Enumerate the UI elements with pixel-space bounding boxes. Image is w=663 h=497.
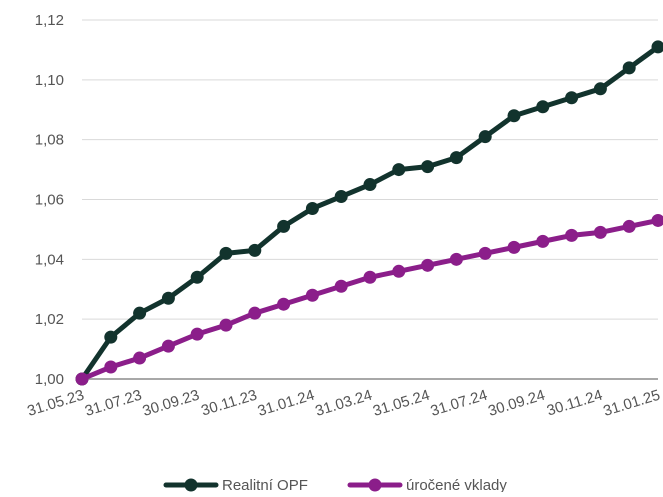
data-point [364, 178, 377, 191]
data-point [76, 373, 89, 386]
data-point [623, 61, 636, 74]
x-tick-label: 30.09.24 [486, 387, 547, 420]
data-point [364, 271, 377, 284]
x-tick-label: 31.01.24 [256, 387, 317, 420]
x-tick-label: 31.05.24 [371, 387, 432, 420]
legend-label: Realitní OPF [222, 477, 308, 492]
series [76, 40, 663, 385]
y-tick-label: 1,02 [35, 311, 64, 328]
data-point [565, 91, 578, 104]
x-tick-label: 30.11.24 [545, 387, 605, 420]
y-tick-label: 1,10 [35, 72, 64, 89]
y-tick-label: 1,04 [35, 251, 64, 268]
y-tick-label: 1,06 [35, 192, 64, 209]
data-point [450, 151, 463, 164]
data-point [104, 331, 117, 344]
data-point [421, 160, 434, 173]
x-axis: 31.05.2331.07.2330.09.2330.11.2331.01.24… [25, 379, 662, 420]
data-point [450, 253, 463, 266]
data-point [248, 244, 261, 257]
data-point [306, 289, 319, 302]
data-point [536, 100, 549, 113]
data-point [277, 298, 290, 311]
data-point [191, 271, 204, 284]
x-tick-label: 31.07.24 [429, 387, 490, 420]
data-point [248, 307, 261, 320]
data-point [594, 82, 607, 95]
data-point [421, 259, 434, 272]
data-point [306, 202, 319, 215]
data-point [508, 109, 521, 122]
legend-label: úročené vklady [406, 477, 507, 492]
legend: Realitní OPF úročené vklady [166, 477, 507, 492]
data-point [335, 190, 348, 203]
legend-swatch-marker [185, 479, 198, 492]
y-tick-label: 1,00 [35, 371, 64, 388]
data-point [220, 247, 233, 260]
y-axis-ticks: 1,00 1,02 1,04 1,06 1,08 1,10 1,12 [35, 12, 64, 388]
legend-swatch-marker [369, 479, 382, 492]
legend-item: úročené vklady [350, 477, 507, 492]
data-point [652, 214, 663, 227]
x-tick-label: 31.05.23 [25, 387, 86, 420]
data-point [133, 352, 146, 365]
x-tick-label: 31.01.25 [601, 387, 662, 420]
data-point [565, 229, 578, 242]
data-point [133, 307, 146, 320]
data-point [536, 235, 549, 248]
series-realitni-opf [76, 40, 663, 385]
x-tick-label: 31.03.24 [313, 387, 374, 420]
x-tick-label: 30.11.23 [199, 387, 259, 420]
data-point [623, 220, 636, 233]
data-point [392, 265, 405, 278]
data-point [220, 319, 233, 332]
data-point [479, 130, 492, 143]
data-point [335, 280, 348, 293]
data-point [277, 220, 290, 233]
x-tick-label: 30.09.23 [141, 387, 202, 420]
data-point [191, 328, 204, 341]
data-point [104, 361, 117, 374]
legend-item: Realitní OPF [166, 477, 308, 492]
data-point [479, 247, 492, 260]
data-point [162, 340, 175, 353]
data-point [594, 226, 607, 239]
data-point [508, 241, 521, 254]
y-tick-label: 1,08 [35, 132, 64, 149]
data-point [392, 163, 405, 176]
x-tick-label: 31.07.23 [83, 387, 144, 420]
y-tick-label: 1,12 [35, 12, 64, 29]
data-point [162, 292, 175, 305]
